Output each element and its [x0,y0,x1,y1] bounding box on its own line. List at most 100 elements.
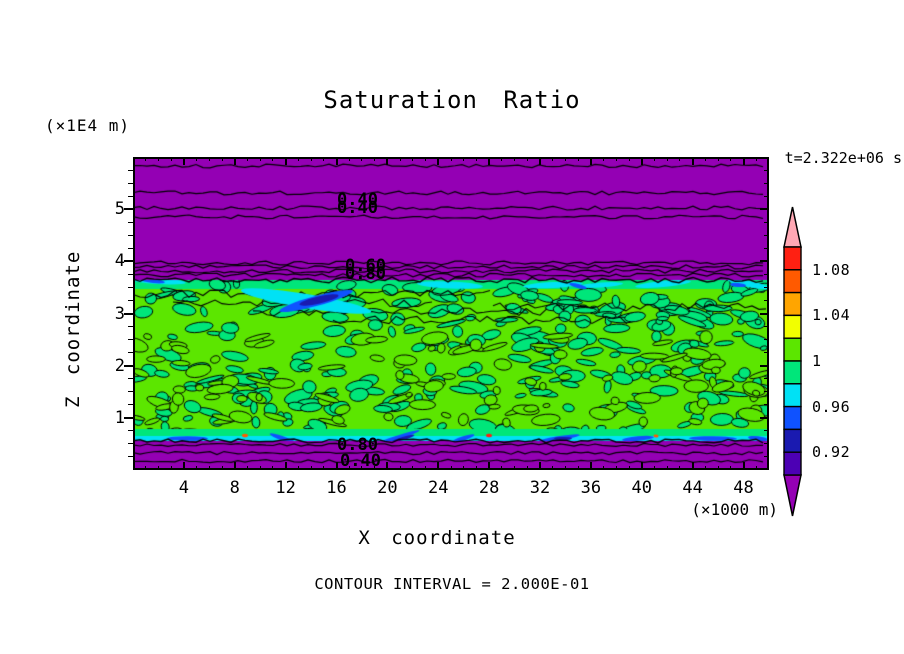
tick-mark [335,462,338,470]
tick-mark [704,157,706,161]
tick-mark [514,157,516,161]
colorbar-segment [783,451,802,476]
tick-mark [233,157,236,165]
tick-mark [182,462,185,470]
tick-mark [764,430,769,432]
colorbar-level-label: 0.92 [812,443,851,462]
tick-mark [691,157,694,165]
tick-mark [589,157,592,165]
colorbar [783,206,802,517]
tick-mark [628,157,630,161]
tick-mark [128,182,133,184]
z-tick-label: 3 [114,303,125,324]
tick-mark [272,157,274,161]
x-axis-unit-label: (×1000 m) [691,500,778,519]
tick-mark [128,378,133,380]
tick-mark [128,404,133,406]
tick-mark [764,299,769,301]
tick-mark [437,157,440,165]
tick-mark [128,456,133,458]
tick-mark [764,273,769,275]
x-tick-label: 32 [529,478,551,498]
tick-mark [730,157,732,161]
tick-mark [124,364,133,367]
tick-mark [170,157,172,161]
contour-value-label: 0.80 [345,264,386,284]
tick-mark [124,260,133,263]
colorbar-segment [783,314,802,339]
tick-mark [603,157,605,161]
contour-value-label: 0.60 [345,256,386,276]
tick-mark [145,157,147,161]
colorbar-level-label: 1.04 [812,306,851,325]
tick-mark [297,157,299,161]
tick-mark [539,462,542,470]
contour-value-label: 0.40 [337,198,378,218]
tick-mark [501,157,503,161]
tick-mark [128,339,133,341]
tick-mark [760,416,769,419]
tick-mark [764,443,769,445]
tick-mark [221,157,223,161]
tick-mark [526,157,528,161]
tick-mark [760,312,769,315]
colorbar-level-label: 0.96 [812,397,851,416]
colorbar-segment [783,405,802,431]
colorbar-segment [783,428,802,453]
x-tick-label: 4 [178,478,189,498]
tick-mark [488,462,491,470]
colorbar-segment [783,360,802,385]
x-tick-label: 28 [478,478,500,498]
tick-mark [128,391,133,393]
z-tick-label: 4 [114,251,125,272]
tick-mark [475,157,477,161]
contour-value-label: 0.80 [337,435,378,455]
tick-mark [755,157,757,161]
colorbar-arrow-top [783,206,802,248]
tick-mark [760,208,769,211]
tick-mark [764,378,769,380]
tick-mark [760,364,769,367]
tick-mark [284,462,287,470]
timestamp-label: t=2.322e+06 s [784,149,902,167]
tick-mark [128,195,133,197]
tick-mark [128,247,133,249]
z-axis-title: Z coordinate [62,250,84,408]
tick-mark [764,182,769,184]
tick-mark [488,157,491,165]
tick-mark [124,312,133,315]
tick-mark [399,157,401,161]
contour-field-canvas [133,157,769,470]
tick-mark [764,195,769,197]
tick-mark [246,157,248,161]
tick-mark [182,157,185,165]
tick-mark [764,404,769,406]
tick-mark [764,221,769,223]
colorbar-level-label: 1.08 [812,260,851,279]
tick-mark [128,443,133,445]
x-tick-label: 44 [682,478,703,498]
tick-mark [124,416,133,419]
tick-mark [742,157,745,165]
plot-area: 1 2 3 4 5 4 8 12 16 20 24 28 32 36 40 44 48 0.40 0.40 0.60… [115,157,769,498]
tick-mark [764,456,769,458]
tick-mark [679,157,681,161]
x-tick-label: 48 [733,478,754,498]
x-axis-title: X coordinate [358,527,516,549]
tick-mark [539,157,542,165]
tick-mark [717,157,719,161]
tick-mark [764,339,769,341]
tick-mark [128,326,133,328]
z-tick-label: 5 [114,199,125,220]
x-tick-label: 24 [428,478,449,498]
tick-mark [374,157,376,161]
plot-frame [133,157,769,470]
tick-mark [691,462,694,470]
contour-interval-caption: CONTOUR INTERVAL = 2.000E-01 [314,575,590,593]
tick-mark [128,221,133,223]
tick-mark [654,157,656,161]
colorbar-segment [783,291,802,317]
tick-mark [764,391,769,393]
tick-mark [128,234,133,236]
tick-mark [463,157,465,161]
